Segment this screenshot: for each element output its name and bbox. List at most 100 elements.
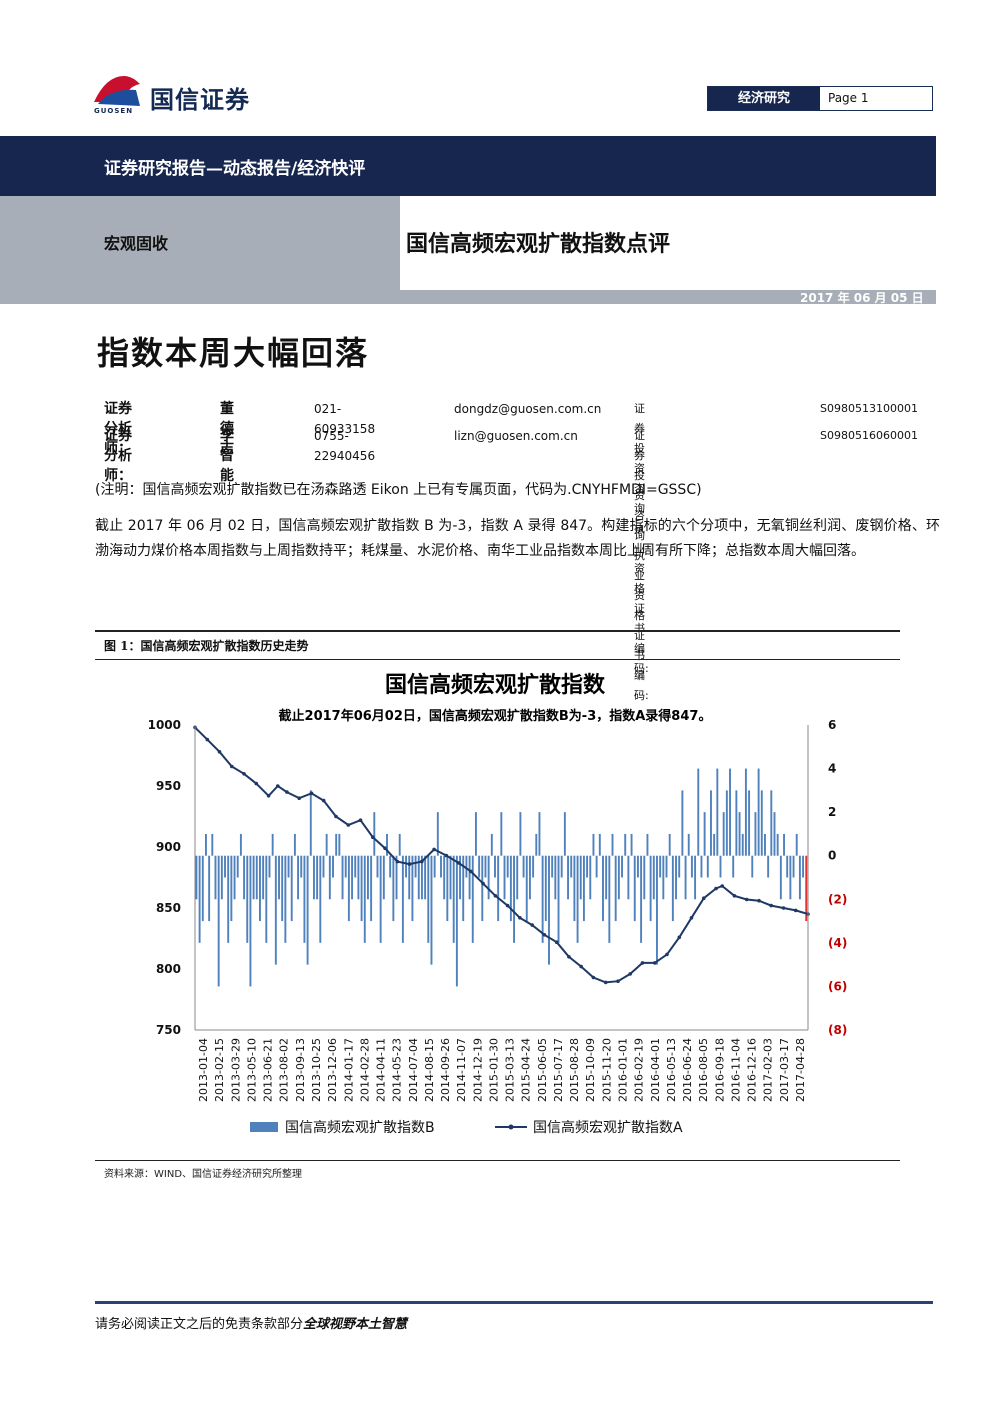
index-b-bar — [293, 833, 296, 856]
index-a-point — [579, 964, 583, 969]
page-number: 1 — [860, 91, 869, 105]
index-b-bar — [570, 855, 573, 878]
company-name: 国信证券 — [150, 85, 250, 114]
index-a-point — [242, 772, 246, 776]
x-tick-label: 2015-07-17 — [552, 1038, 565, 1102]
index-b-bar — [300, 855, 303, 878]
chart-subtitle: 截止2017年06月02日，国信高频宏观扩散指数B为-3，指数A录得847。 — [279, 708, 712, 724]
index-b-bar — [465, 855, 468, 878]
index-b-bar — [633, 855, 636, 922]
index-b-bar — [325, 833, 328, 856]
legend-line-marker — [508, 1124, 514, 1130]
index-a-point — [616, 979, 620, 983]
index-a-point — [530, 923, 534, 927]
index-b-bar — [436, 812, 439, 856]
x-tick-label: 2013-02-15 — [213, 1038, 226, 1102]
index-a-point — [456, 861, 461, 865]
index-b-bar — [290, 855, 293, 922]
report-type: 证券研究报告—动态报告/经济快评 — [104, 159, 366, 179]
index-b-bar — [249, 855, 252, 987]
index-a-point — [653, 961, 657, 965]
index-b-bar — [582, 855, 585, 922]
index-b-bar — [335, 833, 338, 856]
index-a-point — [346, 823, 351, 827]
x-tick-label: 2013-05-10 — [246, 1038, 259, 1102]
index-a-point — [554, 940, 559, 944]
index-b-bar — [716, 768, 719, 856]
y-left-tick-label: 1000 — [148, 718, 181, 732]
x-tick-label: 2013-06-21 — [262, 1038, 275, 1102]
index-b-bar — [252, 855, 255, 900]
index-b-bar — [789, 855, 792, 900]
analyst-email[interactable]: lizn@guosen.com.cn — [454, 429, 578, 443]
index-a-point — [732, 894, 737, 898]
report-type-bar — [0, 136, 936, 196]
index-b-bar — [525, 855, 528, 922]
index-b-bar — [259, 855, 261, 922]
index-a-point — [793, 908, 798, 913]
index-a-point — [505, 903, 510, 908]
legend-label-b: 国信高频宏观扩散指数B — [285, 1119, 435, 1136]
index-a-point — [493, 894, 498, 898]
index-b-bar — [309, 790, 312, 856]
x-tick-label: 2013-09-13 — [294, 1038, 307, 1102]
x-tick-label: 2013-03-29 — [229, 1038, 242, 1102]
index-b-bar — [382, 855, 385, 900]
index-b-bar — [643, 855, 646, 900]
index-b-bar — [513, 855, 515, 943]
index-b-bar — [312, 855, 315, 900]
index-b-bar — [509, 855, 512, 922]
x-tick-label: 2016-09-18 — [713, 1038, 726, 1102]
index-b-bar — [230, 855, 233, 922]
index-b-bar — [357, 855, 360, 900]
index-b-bar — [748, 790, 751, 856]
index-b-bar — [627, 855, 630, 900]
index-b-bar — [751, 855, 754, 878]
x-tick-label: 2014-09-26 — [439, 1038, 452, 1102]
index-b-bar — [347, 855, 350, 922]
index-b-bar — [687, 833, 690, 856]
index-b-bar — [713, 833, 716, 856]
x-tick-label: 2015-08-28 — [568, 1038, 581, 1102]
index-a-point — [769, 903, 773, 908]
note-text: (注明：国信高频宏观扩散指数已在汤森路透 Eikon 上已有专属页面，代码为.C… — [95, 482, 702, 498]
index-b-bar — [478, 855, 481, 878]
index-b-bar — [198, 855, 201, 943]
department-label: 经济研究 — [708, 87, 820, 110]
index-b-bar — [265, 855, 268, 943]
diffusion-index-chart: 国信高频宏观扩散指数 截止2017年06月02日，国信高频宏观扩散指数B为-3，… — [148, 672, 848, 1136]
headline: 指数本周大幅回落 — [97, 334, 370, 372]
x-tick-label: 2014-07-04 — [407, 1038, 420, 1102]
index-a-point — [432, 847, 436, 852]
index-b-bar — [617, 855, 620, 900]
index-b-bar — [455, 855, 458, 987]
footer: 请务必阅读正文之后的免责条款部分全球视野本土智慧 — [95, 1313, 407, 1332]
index-b-bar — [424, 855, 427, 900]
index-a-point — [518, 916, 522, 920]
analyst-email[interactable]: dongdz@guosen.com.cn — [454, 402, 602, 416]
index-b-bar — [535, 833, 538, 856]
index-b-bar — [274, 855, 277, 965]
index-a-point — [276, 784, 280, 788]
index-b-bar — [208, 855, 211, 922]
index-b-bar — [332, 855, 334, 878]
index-b-bar — [690, 855, 693, 878]
x-tick-label: 2016-12-16 — [746, 1038, 759, 1102]
index-b-bar — [805, 855, 808, 922]
x-tick-label: 2017-04-28 — [794, 1038, 807, 1102]
index-b-bar — [366, 855, 369, 900]
index-b-bar — [776, 833, 779, 856]
index-b-bar — [481, 855, 484, 922]
index-b-bar — [557, 855, 560, 943]
index-b-bar — [729, 768, 731, 856]
legend-bar-swatch — [250, 1122, 278, 1132]
index-b-bar — [744, 768, 747, 856]
index-b-bar — [306, 855, 309, 965]
index-b-bar — [471, 855, 474, 943]
index-b-bar — [490, 833, 493, 856]
y-left-tick-label: 850 — [156, 901, 181, 915]
index-a-point — [334, 814, 338, 819]
index-b-bar — [389, 855, 392, 878]
y-right-tick-label: (2) — [828, 892, 847, 906]
y-right-tick-label: 0 — [828, 849, 836, 863]
